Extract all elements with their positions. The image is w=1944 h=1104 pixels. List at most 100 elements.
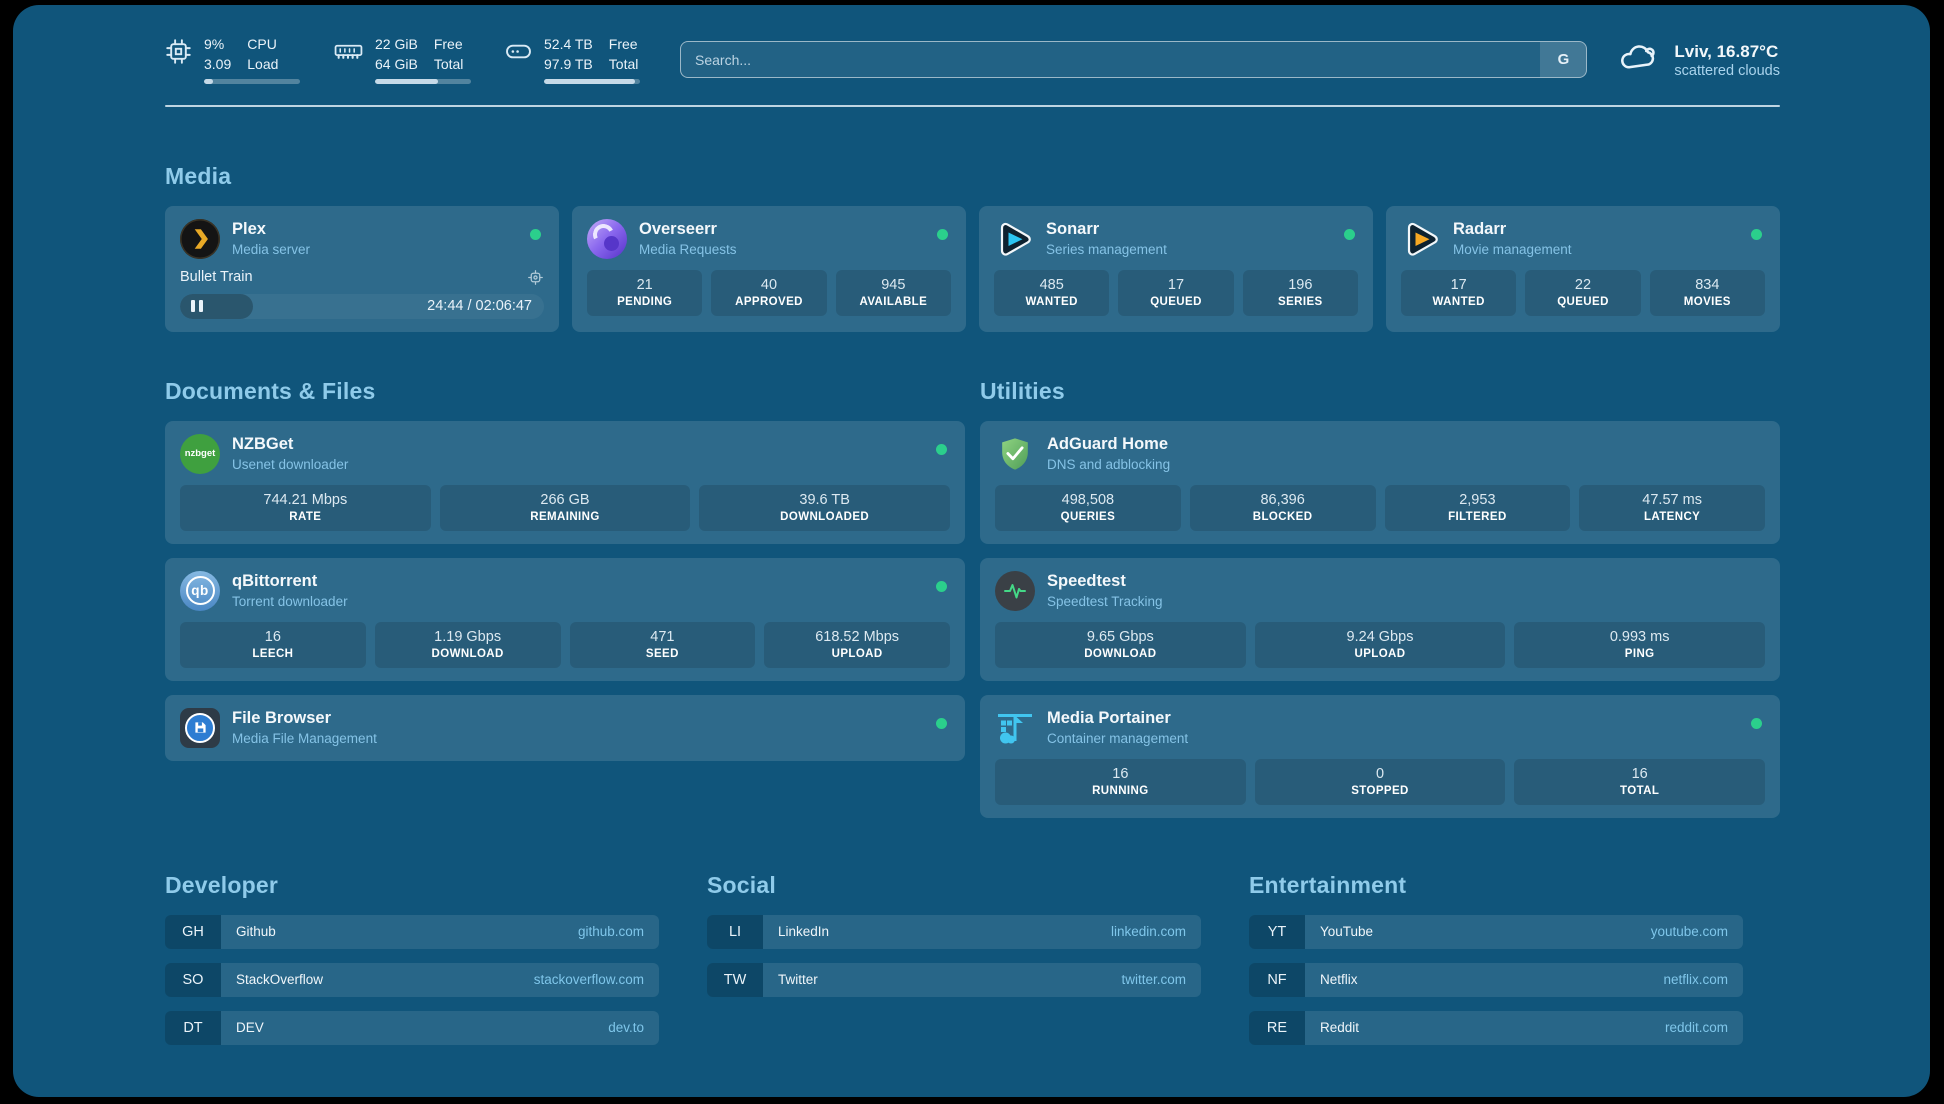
stat-tile: 0 STOPPED bbox=[1254, 758, 1506, 805]
stat-tile: 744.21 Mbps RATE bbox=[180, 484, 431, 531]
bookmark-name: LinkedIn bbox=[778, 924, 830, 940]
service-stats: 16 LEECH 1.19 Gbps DOWNLOAD 471 SEED 6 bbox=[180, 621, 950, 668]
bookmark-reddit[interactable]: RE Reddit reddit.com bbox=[1249, 1010, 1743, 1045]
bookmark-abbr: RE bbox=[1249, 1010, 1305, 1045]
speedtest-icon bbox=[995, 570, 1035, 611]
service-description: Torrent downloader bbox=[232, 594, 348, 610]
bookmarks-sections: Developer GH Github github.com SO StackO… bbox=[165, 872, 1780, 1045]
bookmark-url: stackoverflow.com bbox=[533, 972, 644, 988]
service-name: NZBGet bbox=[232, 435, 294, 454]
service-description: Container management bbox=[1047, 731, 1189, 747]
bookmark-dev[interactable]: DT DEV dev.to bbox=[165, 1010, 659, 1045]
disk-resource-widget: 52.4 TB 97.9 TB Free Total bbox=[505, 35, 640, 85]
stat-tile: 9.24 Gbps UPLOAD bbox=[1254, 621, 1506, 668]
service-name: AdGuard Home bbox=[1047, 435, 1169, 454]
service-card-nzbget[interactable]: nzbget NZBGet Usenet downloader 744.21 M… bbox=[165, 420, 965, 544]
service-name: Sonarr bbox=[1046, 220, 1100, 239]
service-stats: 485 WANTED 17 QUEUED 196 SERIES bbox=[994, 269, 1358, 316]
section-media: Media Plex Media server B bbox=[165, 163, 1780, 332]
service-card-portainer[interactable]: Media Portainer Container management 16 … bbox=[980, 694, 1780, 818]
bookmark-abbr: TW bbox=[707, 962, 763, 997]
service-card-sonarr[interactable]: Sonarr Series management 485 WANTED 17 Q… bbox=[979, 205, 1373, 332]
stat-tile: 17 QUEUED bbox=[1118, 269, 1234, 316]
stat-tile: 618.52 Mbps UPLOAD bbox=[764, 621, 950, 668]
bookmark-name: StackOverflow bbox=[236, 972, 324, 988]
stat-tile: 485 WANTED bbox=[994, 269, 1110, 316]
section-heading-developer: Developer bbox=[165, 871, 279, 898]
service-description: Movie management bbox=[1453, 242, 1572, 258]
stat-tile: 39.6 TB DOWNLOADED bbox=[699, 484, 950, 531]
service-name: File Browser bbox=[232, 709, 332, 728]
service-description: Series management bbox=[1046, 242, 1167, 258]
service-card-adguard[interactable]: AdGuard Home DNS and adblocking 498,508 … bbox=[980, 420, 1780, 544]
service-name: qBittorrent bbox=[232, 572, 318, 591]
bookmark-url: linkedin.com bbox=[1110, 924, 1186, 940]
playback-progress-bar: 24:44 / 02:06:47 bbox=[180, 293, 544, 319]
search-input[interactable] bbox=[680, 41, 1588, 79]
section-heading-social: Social bbox=[707, 871, 776, 898]
bookmark-stackoverflow[interactable]: SO StackOverflow stackoverflow.com bbox=[165, 962, 659, 997]
service-card-qbittorrent[interactable]: qb qBittorrent Torrent downloader 16 LEE… bbox=[165, 557, 965, 681]
bookmark-name: Netflix bbox=[1320, 972, 1358, 988]
bookmark-github[interactable]: GH Github github.com bbox=[165, 914, 659, 949]
bookmark-twitter[interactable]: TW Twitter twitter.com bbox=[707, 962, 1201, 997]
sonarr-icon bbox=[994, 219, 1034, 259]
bookmark-url: netflix.com bbox=[1663, 972, 1728, 988]
service-description: Media server bbox=[232, 242, 311, 258]
section-utilities: Utilities bbox=[980, 378, 1780, 818]
stat-tile: 834 MOVIES bbox=[1649, 269, 1765, 316]
bookmark-url: reddit.com bbox=[1664, 1020, 1728, 1036]
cpu-labels: CPU Load bbox=[247, 36, 279, 72]
service-stats: 498,508 QUERIES 86,396 BLOCKED 2,953 FIL… bbox=[995, 484, 1765, 531]
bookmark-group-social: Social LI LinkedIn linkedin.com TW Twitt… bbox=[707, 872, 1201, 1045]
section-heading-media: Media bbox=[165, 162, 232, 189]
disk-icon bbox=[505, 38, 532, 84]
stat-tile: 16 TOTAL bbox=[1514, 758, 1765, 805]
resource-widgets: 9% 3.09 CPU Load bbox=[165, 35, 640, 85]
bookmark-abbr: GH bbox=[165, 914, 221, 949]
service-stats: 16 RUNNING 0 STOPPED 16 TOTAL bbox=[995, 758, 1765, 805]
status-dot bbox=[936, 443, 947, 455]
dashboard-app: 9% 3.09 CPU Load bbox=[13, 5, 1930, 1097]
memory-values: 22 GiB 64 GiB bbox=[375, 36, 418, 72]
stat-tile: 498,508 QUERIES bbox=[995, 484, 1181, 531]
service-name: Media Portainer bbox=[1047, 709, 1171, 728]
service-card-plex[interactable]: Plex Media server Bullet Train bbox=[165, 205, 559, 332]
bookmark-abbr: YT bbox=[1249, 914, 1305, 949]
dashboard-container: 9% 3.09 CPU Load bbox=[13, 5, 1930, 1085]
disk-values: 52.4 TB 97.9 TB bbox=[544, 36, 593, 72]
service-name: Plex bbox=[232, 220, 266, 239]
cpu-values: 9% 3.09 bbox=[204, 36, 232, 72]
service-card-radarr[interactable]: Radarr Movie management 17 WANTED 22 QUE… bbox=[1386, 205, 1780, 332]
service-stats: 9.65 Gbps DOWNLOAD 9.24 Gbps UPLOAD 0.99… bbox=[995, 621, 1765, 668]
stat-tile: 9.65 Gbps DOWNLOAD bbox=[995, 621, 1246, 668]
top-bar: 9% 3.09 CPU Load bbox=[165, 35, 1780, 85]
bookmark-linkedin[interactable]: LI LinkedIn linkedin.com bbox=[707, 914, 1201, 949]
bookmark-url: youtube.com bbox=[1650, 924, 1728, 940]
memory-progress-bar bbox=[375, 79, 471, 85]
service-card-filebrowser[interactable]: File Browser Media File Management bbox=[165, 694, 965, 761]
service-card-overseerr[interactable]: Overseerr Media Requests 21 PENDING 40 A… bbox=[572, 205, 966, 332]
bookmark-netflix[interactable]: NF Netflix netflix.com bbox=[1249, 962, 1743, 997]
stat-tile: 22 QUEUED bbox=[1525, 269, 1641, 316]
section-documents-files: Documents & Files nzbget NZBGet Usenet d… bbox=[165, 378, 965, 761]
service-name: Overseerr bbox=[639, 220, 717, 239]
service-stats: 21 PENDING 40 APPROVED 945 AVAILABLE bbox=[587, 269, 951, 316]
plex-icon bbox=[180, 218, 220, 259]
search-provider-button[interactable]: G bbox=[1540, 42, 1587, 78]
service-stats: 17 WANTED 22 QUEUED 834 MOVIES bbox=[1401, 269, 1765, 316]
weather-location-temp: Lviv, 16.87°C bbox=[1674, 41, 1779, 61]
status-dot bbox=[1751, 228, 1762, 240]
stat-tile: 16 LEECH bbox=[180, 621, 366, 668]
bookmark-url: dev.to bbox=[608, 1020, 644, 1036]
status-dot bbox=[937, 228, 948, 240]
cpu-icon bbox=[165, 38, 192, 84]
radarr-icon bbox=[1401, 219, 1441, 259]
bookmark-youtube[interactable]: YT YouTube youtube.com bbox=[1249, 914, 1743, 949]
service-card-speedtest[interactable]: Speedtest Speedtest Tracking 9.65 Gbps D… bbox=[980, 557, 1780, 681]
portainer-icon bbox=[995, 708, 1035, 748]
section-heading-documents: Documents & Files bbox=[165, 377, 376, 404]
playback-time: 24:44 / 02:06:47 bbox=[427, 298, 532, 315]
stat-tile: 86,396 BLOCKED bbox=[1189, 484, 1376, 531]
status-dot bbox=[530, 228, 541, 240]
